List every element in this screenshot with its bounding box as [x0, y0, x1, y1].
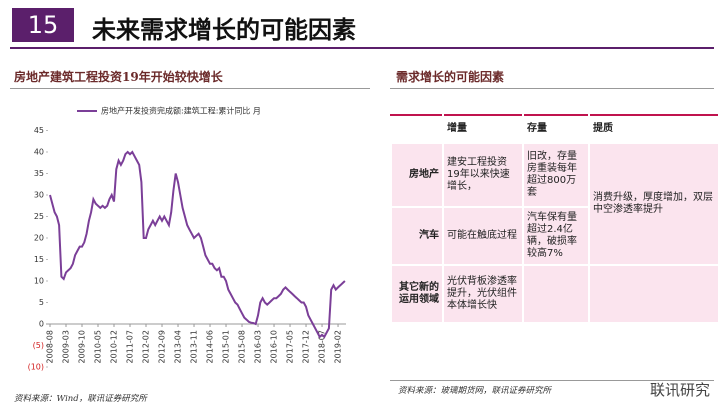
source-rule	[390, 380, 714, 381]
header-cell: 提质	[588, 114, 720, 144]
y-tick-label: 35	[34, 169, 44, 178]
x-tick-label: 2016-10	[270, 330, 279, 363]
x-tick-label: 2015-01	[222, 330, 231, 363]
cell: 消费升级，厚度增加，双层中空渗透率提升	[588, 142, 720, 266]
y-tick-label: 20	[34, 234, 44, 243]
x-tick-label: 2008-08	[46, 330, 55, 363]
y-tick-label: 30	[34, 191, 44, 200]
factor-table: 增量 存量 提质 房地产 建安工程投资19年以来快速增长， 旧改，存量房重装每年…	[390, 114, 720, 324]
x-tick-label: 2017-12	[302, 330, 311, 363]
header-cell: 增量	[442, 114, 524, 144]
x-tick-label: 2018-07	[318, 330, 327, 363]
x-tick-label: 2011-07	[126, 330, 135, 363]
cell: 汽车保有量超过2.4亿辆，破损率较高7%	[522, 206, 590, 266]
x-tick-label: 2010-12	[110, 330, 119, 363]
y-tick-label: (10)	[28, 363, 44, 372]
row-header: 其它新的运用领域	[390, 264, 444, 324]
x-tick-label: 2017-05	[286, 330, 295, 363]
y-tick-label: 15	[34, 255, 44, 264]
x-tick-label: 2014-06	[206, 330, 215, 363]
y-tick-label: 45	[34, 126, 44, 135]
y-tick-label: 0	[39, 320, 44, 329]
y-tick-label: 25	[34, 212, 44, 221]
subtitle-rule	[10, 88, 370, 89]
y-tick-label: 5	[39, 298, 44, 307]
table-row: 汽车 可能在触底过程 汽车保有量超过2.4亿辆，破损率较高7%	[390, 206, 719, 266]
row-header: 房地产	[390, 142, 444, 208]
cell	[588, 264, 720, 324]
title-rule	[10, 47, 714, 49]
x-tick-label: 2015-08	[238, 330, 247, 363]
legend-label: 房地产开发投资完成额:建筑工程:累计同比 月	[101, 106, 261, 116]
y-tick-label: 40	[34, 148, 44, 157]
chart: (10) (5) 0 5 10 15 20 25 30 35 40 45 2008-08 2009-03 2…	[28, 106, 346, 372]
right-subtitle: 需求增长的可能因素	[396, 70, 505, 84]
table-row: 房地产 建安工程投资19年以来快速增长， 旧改，存量房重装每年超过800万套 消…	[390, 142, 720, 266]
x-tick-label: 2012-02	[142, 330, 151, 363]
cell: 建安工程投资19年以来快速增长，	[442, 142, 524, 208]
cell: 可能在触底过程	[442, 206, 524, 266]
cell: 光伏背板渗透率提升，光伏组件本体增长快	[442, 264, 524, 324]
x-tick-label: 2016-03	[254, 330, 263, 363]
source: 资料来源：Wind，联讯证券研究所	[14, 394, 147, 404]
watermark: 联讯研究	[649, 381, 710, 399]
left-subtitle: 房地产建筑工程投资19年开始较快增长	[14, 70, 223, 84]
header-cell	[390, 114, 444, 144]
table-row: 其它新的运用领域 光伏背板渗透率提升，光伏组件本体增长快	[390, 264, 720, 324]
table-header: 增量 存量 提质	[390, 114, 720, 144]
subtitle-rule	[390, 88, 714, 89]
header-cell: 存量	[522, 114, 590, 144]
x-tick-label: 2010-05	[94, 330, 103, 363]
x-tick-label: 2013-11	[190, 330, 199, 363]
source: 资料来源：玻璃期货网，联讯证券研究所	[398, 386, 552, 396]
cell: 旧改，存量房重装每年超过800万套	[522, 142, 590, 208]
x-tick-label: 2012-09	[158, 330, 167, 363]
y-tick-label: 10	[34, 277, 44, 286]
x-tick-label: 2009-03	[62, 330, 71, 363]
row-header: 汽车	[390, 206, 444, 266]
cell	[522, 264, 590, 324]
series-line	[49, 150, 346, 339]
x-tick-label: 2009-10	[78, 330, 87, 363]
slide-title: 未来需求增长的可能因素	[92, 15, 356, 44]
slide-number: 15	[12, 8, 74, 42]
y-tick-label: (5)	[33, 341, 44, 350]
x-tick-label: 2019-02	[334, 330, 343, 363]
x-tick-label: 2013-04	[174, 330, 183, 363]
